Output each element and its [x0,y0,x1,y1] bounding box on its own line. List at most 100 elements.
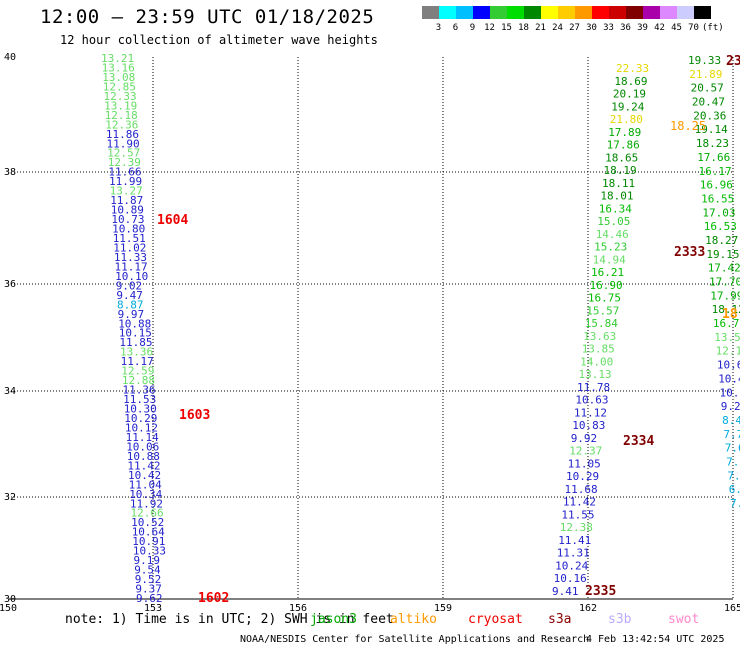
mission-s3b: s3b [608,612,632,627]
legend-label: 18 [518,23,529,33]
wave-height-value: 15.84 [585,317,618,330]
wave-height-value: 14.94 [593,253,626,266]
wave-height-value: 20.36 [693,109,726,122]
wave-height-value: 7.4 [727,469,740,482]
wave-height-value: 11.33 [114,251,147,264]
pass-label: 1604 [157,213,188,228]
wave-height-value: 11.42 [127,459,160,472]
wave-height-value: 7. [730,497,740,510]
wave-height-value: 18.65 [605,151,638,164]
y-tick-label: 30 [4,594,16,605]
wave-height-value: 18.27 [705,234,738,247]
wave-height-value: 16.34 [599,202,632,215]
pass-label: 23 [726,54,740,69]
wave-height-value: 16.75 [588,292,621,305]
wave-height-value: 10.06 [126,440,159,453]
wave-height-value: 10.16 [554,572,587,585]
pass-label: 1602 [198,591,229,606]
wave-height-value: 9.19 [134,554,161,567]
wave-height-value: 13.27 [110,185,143,198]
legend-swatch [643,6,660,19]
legend-swatch [694,6,711,19]
wave-height-value: 10.80 [112,223,145,236]
wave-height-value: 17.42 [708,262,740,275]
wave-height-value: 10.88 [127,450,160,463]
wave-height-value: 13.19 [104,99,137,112]
wave-height-value: 11.36 [123,384,156,397]
wave-height-value: 10.91 [132,535,165,548]
wave-height-value: 11.78 [577,381,610,394]
legend-swatch [558,6,575,19]
wave-height-value: 13.85 [582,343,615,356]
wave-height-value: 10.02 [720,386,740,399]
wave-height-value: 9.02 [116,279,143,292]
wave-height-value: 11.55 [561,509,594,522]
legend-label: 45 [671,23,682,33]
wave-height-value: 12.38 [560,521,593,534]
wave-height-value: 17.66 [697,151,730,164]
wave-height-value: 11.41 [558,534,591,547]
wave-height-value: 13.53 [714,331,740,344]
wave-height-value: 14.00 [580,355,613,368]
wave-height-value: 10.12 [125,422,158,435]
wave-height-value: 10.63 [575,394,608,407]
wave-height-value: 7.65 [725,442,740,455]
legend-swatch [626,6,643,19]
legend-label: 70 [688,23,699,33]
wave-height-value: 17.89 [608,126,641,139]
wave-height-value: 17.86 [607,139,640,152]
wave-height-value: 10.52 [131,516,164,529]
legend-swatch [541,6,558,19]
wave-height-value: 19.15 [706,248,739,261]
wave-height-value: 13.13 [579,368,612,381]
legend-swatch [609,6,626,19]
wave-height-value: 11.99 [109,175,142,188]
wave-height-value: 20.47 [692,96,725,109]
wave-height-value: 9.92 [571,432,598,445]
x-tick-label: 156 [289,603,307,614]
legend-label: 36 [620,23,631,33]
wave-height-value: 11.31 [557,547,590,560]
wave-height-value: 18.19 [604,164,637,177]
wave-height-value: 11.85 [119,336,152,349]
wave-height-value: 12.37 [569,445,602,458]
y-tick-label: 40 [4,52,16,63]
wave-height-value: 7.72 [723,428,740,441]
wave-height-value: 9.37 [135,583,162,596]
wave-height-value: 16.96 [700,179,733,192]
legend-label: 6 [452,23,459,33]
pass-label: 2334 [623,434,654,449]
legend-label: 33 [603,23,614,33]
wave-height-value: 11.04 [129,478,162,491]
wave-height-value: 18.69 [614,75,647,88]
wave-height-value: 11.90 [107,137,140,150]
lat-lon-grid [8,57,734,600]
wave-height-value: 11.87 [110,194,143,207]
legend-label: 21 [535,23,546,33]
wave-height-value: 19.33 [688,54,721,67]
wave-height-value: 10.30 [124,403,157,416]
pass-label: 1603 [179,408,210,423]
pass-label: 2333 [674,245,705,260]
page-subtitle: 12 hour collection of altimeter wave hei… [60,33,378,47]
wave-height-value: 18.01 [600,190,633,203]
legend-swatch [439,6,456,19]
legend-label: 15 [501,23,512,33]
legend-label: 42 [654,23,665,33]
wave-height-value: 20.57 [691,82,724,95]
wave-height-value: 18.23 [696,137,729,150]
wave-height-value: 16.17 [699,165,732,178]
wave-height-value: 20.19 [613,88,646,101]
wave-height-value: 15.57 [586,304,619,317]
wave-height-value: 16.90 [590,279,623,292]
wave-height-value: 15.05 [597,215,630,228]
wave-height-value: 11.68 [565,483,598,496]
mission-cryosat: cryosat [468,612,523,627]
x-tick-label: 159 [434,603,452,614]
wave-height-value: 18.25 [670,119,706,133]
wave-height-value: 15.23 [594,241,627,254]
y-tick-label: 38 [4,167,16,178]
wave-height-value: 22.33 [616,62,649,75]
pass-label: 2335 [585,584,616,599]
wave-height-value: 13.08 [102,71,135,84]
